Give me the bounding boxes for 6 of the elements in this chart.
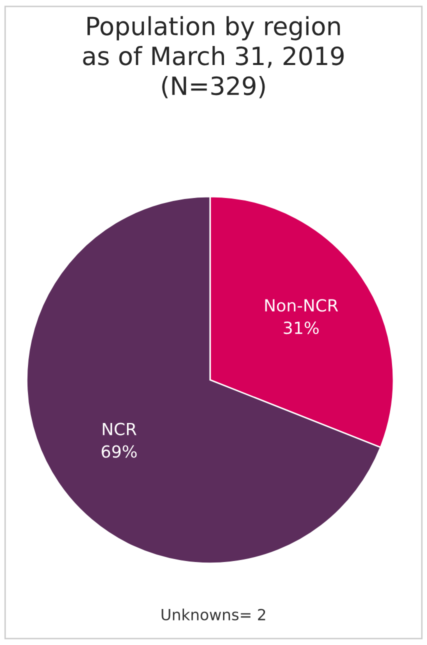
data-label: 69%	[102, 445, 137, 458]
slice-label: Non-NCR	[265, 299, 338, 312]
data-label: 31%	[284, 322, 319, 334]
text: Unknowns= 2	[162, 608, 266, 620]
slice-label: NCR	[102, 422, 136, 436]
chart-title: Population by region as of March 31, 2019 (N=329)	[83, 16, 344, 98]
